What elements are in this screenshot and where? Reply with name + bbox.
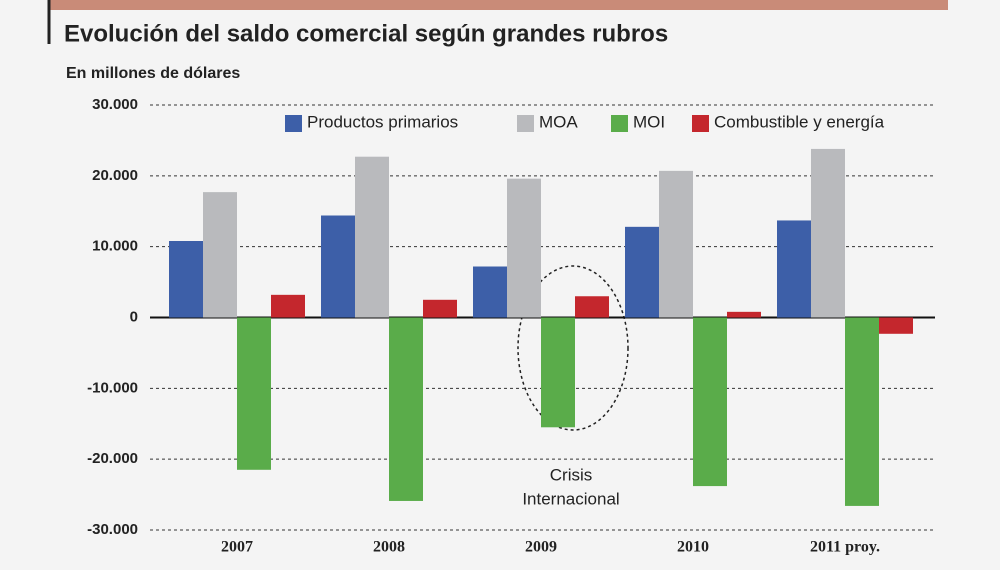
y-tick-label: 20.000: [92, 167, 138, 184]
legend-swatch: [285, 115, 302, 132]
bar: [659, 170, 693, 318]
y-tick-label: 30.000: [92, 96, 138, 113]
legend-label: MOA: [539, 112, 578, 131]
bar: [473, 266, 507, 318]
highlight-ellipse: [517, 265, 629, 431]
x-tick-label: 2008: [373, 539, 405, 556]
bar: [507, 178, 541, 318]
bar: [777, 220, 811, 318]
bar: [423, 299, 457, 318]
bar: [541, 317, 575, 428]
y-tick-label: 0: [130, 308, 138, 325]
y-tick-label: -10.000: [87, 379, 138, 396]
legend-label: MOI: [633, 112, 665, 131]
bar: [203, 192, 237, 318]
legend-label: Productos primarios: [307, 112, 458, 131]
legend-label: Combustible y energía: [714, 112, 885, 131]
chart-title: Evolución del saldo comercial según gran…: [64, 20, 668, 47]
bar: [237, 317, 271, 470]
bar: [169, 241, 203, 318]
legend-swatch: [611, 115, 628, 132]
bar: [355, 156, 389, 318]
x-tick-label: 2009: [525, 539, 557, 556]
bar: [693, 317, 727, 487]
bar: [389, 317, 423, 501]
bar: [879, 317, 913, 334]
x-tick-label: 2007: [221, 539, 253, 556]
legend-swatch: [692, 115, 709, 132]
bar: [727, 311, 761, 318]
x-tick-label: 2011 proy.: [810, 539, 880, 556]
bar: [321, 215, 355, 318]
bar: [811, 148, 845, 318]
bar: [625, 226, 659, 318]
legend-swatch: [517, 115, 534, 132]
bar: [575, 296, 609, 318]
x-tick-label: 2010: [677, 539, 709, 556]
annotation: Crisis: [550, 465, 593, 484]
y-tick-label: 10.000: [92, 238, 138, 255]
bar: [845, 317, 879, 506]
annotation: Internacional: [522, 489, 619, 508]
header-band: [48, 0, 948, 10]
y-tick-label: -20.000: [87, 450, 138, 467]
y-tick-label: -30.000: [87, 521, 138, 538]
bar: [271, 294, 305, 318]
chart-subtitle: En millones de dólares: [66, 65, 240, 82]
